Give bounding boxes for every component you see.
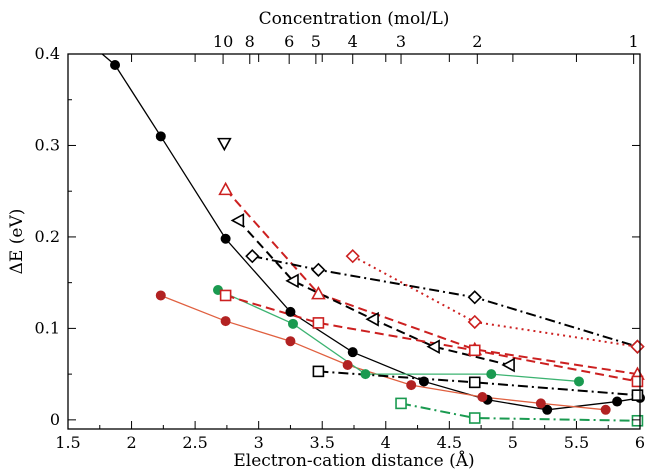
data-point-circle bbox=[155, 131, 166, 142]
y-tick-label: 0.1 bbox=[35, 318, 60, 337]
x-tick-label: 6 bbox=[635, 433, 645, 452]
x-tick-label: 1.5 bbox=[55, 433, 80, 452]
data-point-circle bbox=[285, 336, 296, 347]
axis-tick-labels: 1.5 2 2.5 3 3.5 4 4.5 5 5.5 600.10.20.30.410 8 6 5 4 3… bbox=[35, 32, 646, 452]
data-point-circle bbox=[600, 404, 611, 415]
x-tick-label: 5 bbox=[508, 433, 518, 452]
data-point-square bbox=[312, 317, 325, 329]
data-point-triangle-up bbox=[311, 285, 326, 300]
data-point-circle bbox=[285, 306, 296, 317]
data-point-diamond bbox=[311, 262, 326, 277]
data-point-triangle-left bbox=[426, 339, 440, 355]
data-point-square bbox=[631, 414, 644, 427]
series-line bbox=[318, 370, 638, 397]
data-point-circle bbox=[220, 316, 231, 327]
x-tick-label: 3.5 bbox=[309, 433, 334, 452]
data-point-circle bbox=[342, 359, 353, 370]
data-point-triangle-left bbox=[365, 311, 379, 327]
top-tick-label: 5 bbox=[311, 32, 321, 51]
series-line bbox=[237, 219, 510, 366]
data-point-diamond bbox=[467, 290, 482, 305]
x-tick-label: 2.5 bbox=[182, 433, 207, 452]
data-point-square bbox=[312, 365, 325, 378]
data-point-triangle-left bbox=[285, 273, 299, 289]
data-point-circle bbox=[612, 396, 623, 407]
data-point-circle bbox=[573, 376, 584, 387]
top-tick-label: 8 bbox=[245, 32, 255, 51]
x-tick-label: 2 bbox=[126, 433, 136, 452]
data-point-circle bbox=[360, 369, 371, 380]
x-tick-label: 4.5 bbox=[437, 433, 462, 452]
top-tick-label: 6 bbox=[284, 32, 294, 51]
data-point-triangle-left bbox=[501, 357, 515, 373]
y-tick-label: 0.3 bbox=[35, 135, 60, 154]
top-tick-label: 2 bbox=[472, 32, 482, 51]
data-point-circle bbox=[477, 391, 488, 402]
data-point-square bbox=[219, 289, 232, 302]
series-markers bbox=[110, 59, 645, 427]
x-tick-label: 3 bbox=[254, 433, 264, 452]
plot-frame bbox=[67, 53, 641, 430]
top-tick-label: 10 bbox=[213, 32, 233, 51]
data-point-square bbox=[631, 389, 644, 401]
x-axis-title: Electron-cation distance (Å) bbox=[233, 450, 474, 471]
y-tick-label: 0.4 bbox=[35, 44, 60, 63]
x-tick-label: 5.5 bbox=[564, 433, 589, 452]
data-point-square bbox=[468, 412, 481, 424]
data-point-diamond bbox=[345, 249, 360, 264]
data-point-diamond bbox=[245, 249, 260, 264]
data-point-square bbox=[395, 397, 407, 410]
data-point-circle bbox=[542, 404, 553, 415]
data-point-triangle-up bbox=[218, 181, 233, 196]
top-tick-label: 3 bbox=[396, 32, 406, 51]
data-point-diamond bbox=[630, 339, 645, 354]
data-point-circle bbox=[347, 347, 358, 358]
data-point-square bbox=[631, 375, 644, 388]
data-point-circle bbox=[220, 233, 231, 244]
series-line bbox=[252, 255, 638, 348]
series-lines bbox=[101, 54, 640, 422]
series-line bbox=[101, 54, 640, 411]
data-point-triangle-down bbox=[216, 137, 232, 152]
data-point-triangle-left bbox=[230, 213, 245, 228]
y-tick-label: 0 bbox=[50, 410, 60, 429]
top-tick-label: 1 bbox=[629, 32, 639, 51]
data-point-circle bbox=[535, 398, 546, 409]
series-line bbox=[160, 294, 606, 411]
y-tick-label: 0.2 bbox=[35, 227, 60, 246]
data-point-circle bbox=[406, 380, 417, 391]
data-point-circle bbox=[418, 376, 429, 387]
data-point-square bbox=[468, 344, 481, 357]
axis-ticks bbox=[67, 53, 641, 429]
top-tick-label: 4 bbox=[348, 32, 358, 51]
y-axis-title: ΔE (eV) bbox=[7, 209, 27, 275]
x-tick-label: 4 bbox=[381, 433, 391, 452]
series-line bbox=[352, 255, 638, 348]
data-point-circle bbox=[486, 369, 497, 380]
data-point-circle bbox=[155, 290, 166, 301]
data-point-circle bbox=[110, 59, 121, 70]
data-point-circle bbox=[287, 318, 298, 329]
data-point-square bbox=[468, 376, 481, 389]
data-point-diamond bbox=[467, 314, 482, 330]
series-line bbox=[225, 294, 638, 383]
top-axis-title: Concentration (mol/L) bbox=[259, 9, 450, 29]
